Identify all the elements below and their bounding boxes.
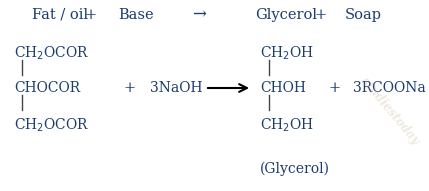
Text: +: +	[315, 8, 327, 22]
Text: CH$_2$OCOR: CH$_2$OCOR	[14, 116, 90, 134]
Text: CH$_2$OH: CH$_2$OH	[260, 116, 314, 134]
Text: CH$_2$OCOR: CH$_2$OCOR	[14, 44, 90, 62]
Text: Glycerol: Glycerol	[255, 8, 317, 22]
Text: Fat / oil: Fat / oil	[32, 8, 88, 22]
Text: CHOH: CHOH	[260, 81, 306, 95]
Text: +: +	[84, 8, 96, 22]
Text: CH$_2$OH: CH$_2$OH	[260, 44, 314, 62]
Text: +: +	[329, 81, 341, 95]
Text: Base: Base	[118, 8, 154, 22]
Text: +: +	[124, 81, 136, 95]
Text: 3RCOONa: 3RCOONa	[353, 81, 426, 95]
Text: Soap: Soap	[345, 8, 382, 22]
Text: 3NaOH: 3NaOH	[150, 81, 202, 95]
Text: studiestoday: studiestoday	[358, 75, 422, 147]
Text: (Glycerol): (Glycerol)	[260, 162, 330, 176]
Text: →: →	[192, 6, 206, 23]
Text: CHOCOR: CHOCOR	[14, 81, 80, 95]
